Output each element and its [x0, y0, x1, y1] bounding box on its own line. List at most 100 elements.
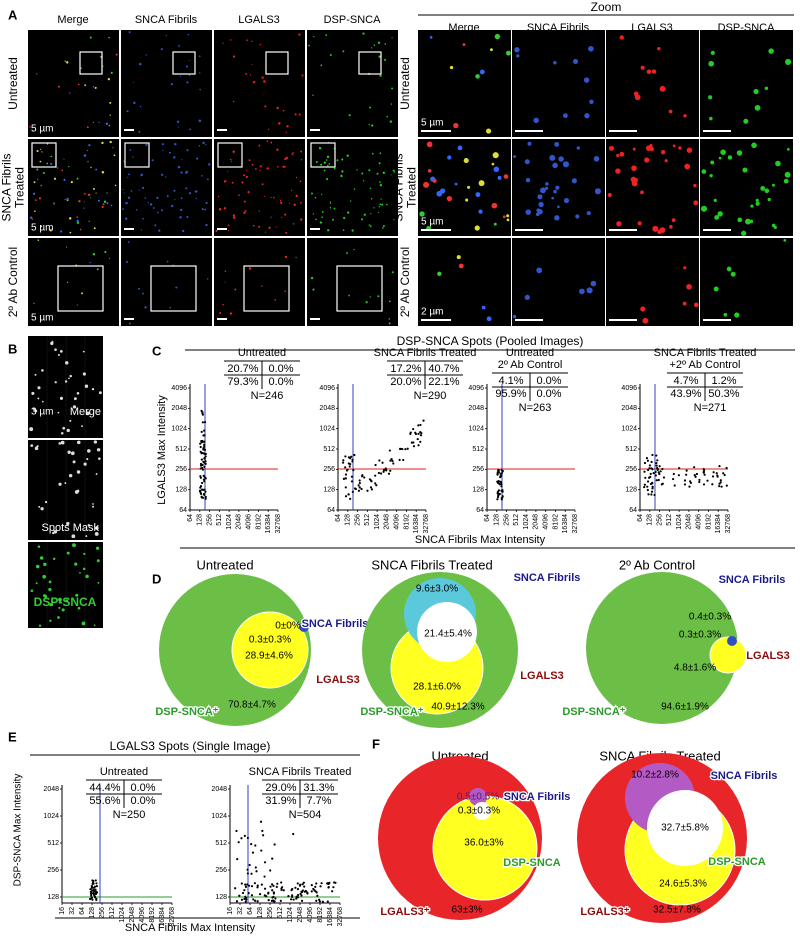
speck: [378, 181, 380, 183]
speck: [130, 190, 133, 192]
speck: [35, 564, 40, 569]
speck: [637, 221, 642, 226]
speck: [284, 290, 286, 293]
x-tick-label: 8192: [552, 514, 559, 530]
speck: [750, 204, 754, 208]
speck: [59, 396, 64, 400]
scatter-dot: [316, 894, 319, 897]
scale-bar-label: 5 µm: [421, 118, 443, 129]
speck: [709, 116, 713, 121]
speck: [263, 195, 266, 197]
scatter-dot: [496, 481, 500, 484]
scatter-dot: [251, 851, 255, 854]
scatter-dot: [241, 891, 245, 895]
row-label: 2º Ab Control: [398, 247, 412, 317]
scatter-dot: [199, 484, 203, 488]
scatter-dot: [496, 473, 499, 476]
speck: [474, 225, 480, 231]
scatter-dot: [296, 888, 300, 891]
scatter-dot: [417, 424, 420, 427]
speck: [245, 175, 248, 178]
quadrant: 79.3%: [227, 376, 258, 388]
speck: [186, 170, 189, 173]
image: [28, 139, 119, 236]
scatter-dot: [349, 497, 352, 500]
plot-title: 2º Ab Control: [498, 359, 563, 371]
scatter-dot: [688, 485, 691, 488]
scatter-dot: [350, 455, 353, 458]
image: [512, 238, 605, 326]
speck: [169, 306, 172, 309]
speck: [41, 400, 44, 403]
speck: [180, 171, 183, 174]
x-tick-label: 16: [227, 907, 234, 915]
scatter-dot: [290, 889, 293, 892]
scatter-dot: [247, 892, 250, 895]
scale-bar: [217, 318, 227, 320]
speck: [276, 148, 279, 151]
scatter-dot: [94, 879, 97, 882]
speck: [743, 118, 749, 124]
scatter-dot: [357, 484, 360, 487]
speck: [32, 407, 36, 411]
speck: [426, 141, 433, 148]
scatter-dot: [235, 829, 238, 833]
scatter-dot: [271, 857, 274, 860]
scale-bar: [515, 319, 543, 321]
scatter-dot: [204, 497, 207, 500]
scatter-dot: [315, 882, 318, 885]
speck: [96, 448, 101, 452]
speck: [180, 197, 183, 200]
speck: [275, 226, 277, 228]
scatter-dot: [725, 484, 728, 487]
speck: [383, 58, 387, 61]
scatter-dot: [203, 445, 206, 448]
y-tick-label: 4096: [468, 385, 484, 392]
scatter-dot: [258, 893, 262, 896]
scale-bar: [310, 228, 320, 230]
x-tick-label: 512: [364, 514, 371, 526]
x-tick-label: 2048: [236, 514, 243, 530]
image: [307, 139, 398, 236]
scatter-dot: [646, 468, 650, 472]
speck: [693, 302, 699, 308]
y-tick-label: 4096: [171, 385, 187, 392]
speck: [449, 65, 454, 70]
y-tick-label: 512: [47, 840, 59, 847]
speck: [33, 302, 35, 305]
speck: [224, 270, 227, 272]
scatter-dot: [203, 429, 206, 432]
scatter-dot: [279, 899, 282, 902]
speck: [264, 105, 267, 108]
speck: [54, 348, 57, 351]
speck: [377, 211, 379, 214]
speck: [276, 106, 279, 110]
scatter-dot: [244, 897, 247, 900]
speck: [82, 567, 86, 571]
speck: [734, 312, 740, 318]
speck: [104, 250, 107, 254]
quadrant: 20.7%: [227, 363, 258, 375]
scale-bar: [609, 130, 637, 132]
speck: [590, 280, 597, 287]
speck: [72, 460, 76, 464]
speck: [128, 322, 131, 325]
speck: [373, 44, 376, 46]
speck: [708, 95, 713, 100]
scatter-dot: [282, 889, 285, 892]
speck: [110, 71, 113, 74]
venn-circle: [469, 788, 487, 806]
speck: [40, 148, 42, 150]
speck: [95, 546, 100, 550]
scatter-dot: [647, 493, 650, 496]
speck: [391, 37, 393, 39]
x-tick-label: 2048: [297, 907, 304, 923]
scatter-dot: [263, 861, 267, 864]
scatter-dot: [234, 887, 237, 890]
speck: [379, 152, 382, 155]
speck: [64, 198, 66, 201]
speck: [502, 215, 506, 219]
speck: [572, 58, 579, 64]
y-tick-label: 1024: [319, 426, 335, 433]
set-label: LGALS3⁺: [380, 906, 429, 918]
